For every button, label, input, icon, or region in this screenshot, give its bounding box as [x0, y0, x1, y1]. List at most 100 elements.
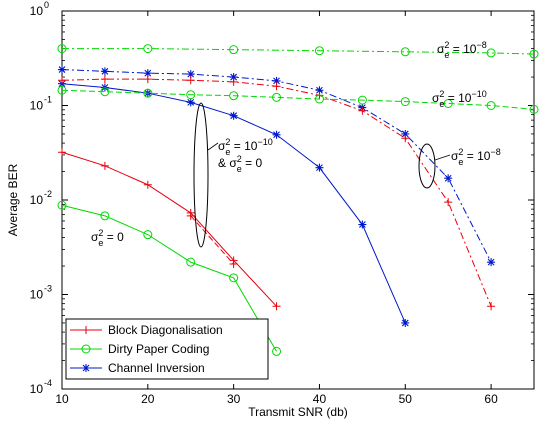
annotation-ellipse-right — [418, 143, 436, 189]
series-layer — [57, 44, 539, 356]
data-point — [444, 174, 453, 183]
data-point — [443, 98, 453, 108]
x-tick-label: 20 — [141, 392, 155, 406]
data-point — [58, 76, 66, 85]
data-point — [529, 49, 539, 59]
data-point — [143, 69, 152, 78]
y-tick-exponent: -1 — [44, 95, 52, 105]
data-point — [315, 163, 324, 172]
data-point — [272, 82, 281, 91]
data-point — [57, 200, 67, 210]
data-point — [100, 75, 109, 84]
legend-item: Channel Inversion — [70, 361, 205, 375]
data-point — [401, 134, 410, 143]
x-tick-label: 50 — [399, 392, 413, 406]
data-point — [401, 318, 410, 327]
x-tick-label: 40 — [313, 392, 327, 406]
data-point — [186, 98, 195, 107]
legend-item: Dirty Paper Coding — [70, 342, 209, 356]
x-tick-label: 30 — [227, 392, 241, 406]
data-point — [186, 90, 196, 100]
annotation-text: σe2 = 10−10 — [218, 137, 273, 157]
data-point — [444, 198, 453, 207]
data-point — [143, 44, 153, 54]
y-tick-exponent: 0 — [44, 0, 49, 10]
data-point — [229, 73, 238, 82]
series-line — [61, 151, 277, 307]
data-point — [143, 230, 153, 240]
legend-marker — [81, 344, 91, 354]
data-point — [401, 129, 410, 138]
data-point — [143, 180, 152, 189]
x-tick-label: 60 — [484, 392, 498, 406]
legend-marker — [82, 364, 90, 372]
data-point — [357, 95, 367, 105]
data-point — [58, 65, 66, 74]
y-tick-label: 10 — [30, 382, 44, 396]
annotation-ellipse-left — [193, 102, 209, 248]
data-point — [400, 47, 410, 57]
data-point — [487, 302, 496, 311]
data-point — [229, 111, 238, 120]
annotation-text: σe2 = 0 — [91, 228, 124, 248]
annotation-text-line2: & σe2 = 0 — [218, 154, 262, 174]
legend-label: Dirty Paper Coding — [108, 342, 209, 356]
annotations: σe2 = 10−8 σe2 = 10−10 σe2 = 10−8 σe2 = 10−… — [91, 40, 501, 248]
data-point — [272, 346, 282, 356]
x-axis-label: Transmit SNR (db) — [248, 405, 348, 419]
legend-label: Channel Inversion — [108, 361, 205, 375]
x-axis: 10 20 30 40 50 60 — [55, 11, 498, 406]
y-tick-label: 10 — [30, 193, 44, 207]
data-point — [229, 77, 238, 86]
y-tick-exponent: -3 — [44, 284, 52, 294]
data-point — [229, 45, 239, 55]
data-point — [229, 260, 238, 269]
data-point — [143, 75, 152, 84]
data-point — [229, 273, 239, 283]
data-point — [529, 104, 539, 114]
data-point — [186, 70, 195, 79]
annotation-leader-right — [434, 154, 451, 161]
data-point — [272, 302, 281, 311]
y-tick-label: 10 — [30, 288, 44, 302]
data-point — [186, 211, 195, 220]
data-point — [358, 220, 367, 229]
legend: Block Diagonalisation Dirty Paper Coding C… — [65, 318, 269, 380]
series-1 — [57, 200, 282, 356]
data-point — [272, 130, 281, 139]
y-tick-exponent: -4 — [44, 378, 52, 388]
data-point — [314, 46, 324, 56]
data-point — [57, 44, 67, 54]
data-point — [186, 76, 195, 85]
data-point — [487, 258, 496, 267]
data-point — [272, 92, 282, 102]
data-point — [315, 86, 324, 95]
series-line — [61, 89, 535, 110]
y-tick-exponent: -2 — [44, 189, 52, 199]
data-point — [100, 211, 110, 221]
annotation-text: σe2 = 10−8 — [451, 147, 501, 167]
series-line — [190, 215, 235, 265]
series-7 — [57, 85, 539, 114]
data-point — [400, 97, 410, 107]
legend-label: Block Diagonalisation — [108, 323, 223, 337]
data-point — [186, 257, 196, 267]
series-line — [61, 204, 277, 352]
data-point — [100, 67, 109, 76]
data-point — [358, 106, 367, 115]
series-6 — [57, 44, 539, 59]
data-point — [486, 101, 496, 110]
data-point — [314, 94, 324, 104]
series-3 — [186, 211, 238, 269]
series-line — [62, 48, 535, 55]
annotation-leader-left — [207, 142, 219, 151]
data-point — [486, 48, 496, 58]
data-point — [100, 87, 110, 97]
annotation-text: σe2 = 10−10 — [432, 89, 487, 109]
y-axis-label: Average BER — [6, 163, 20, 236]
x-tick-label: 10 — [55, 392, 69, 406]
data-point — [100, 161, 109, 170]
data-point — [57, 85, 67, 95]
